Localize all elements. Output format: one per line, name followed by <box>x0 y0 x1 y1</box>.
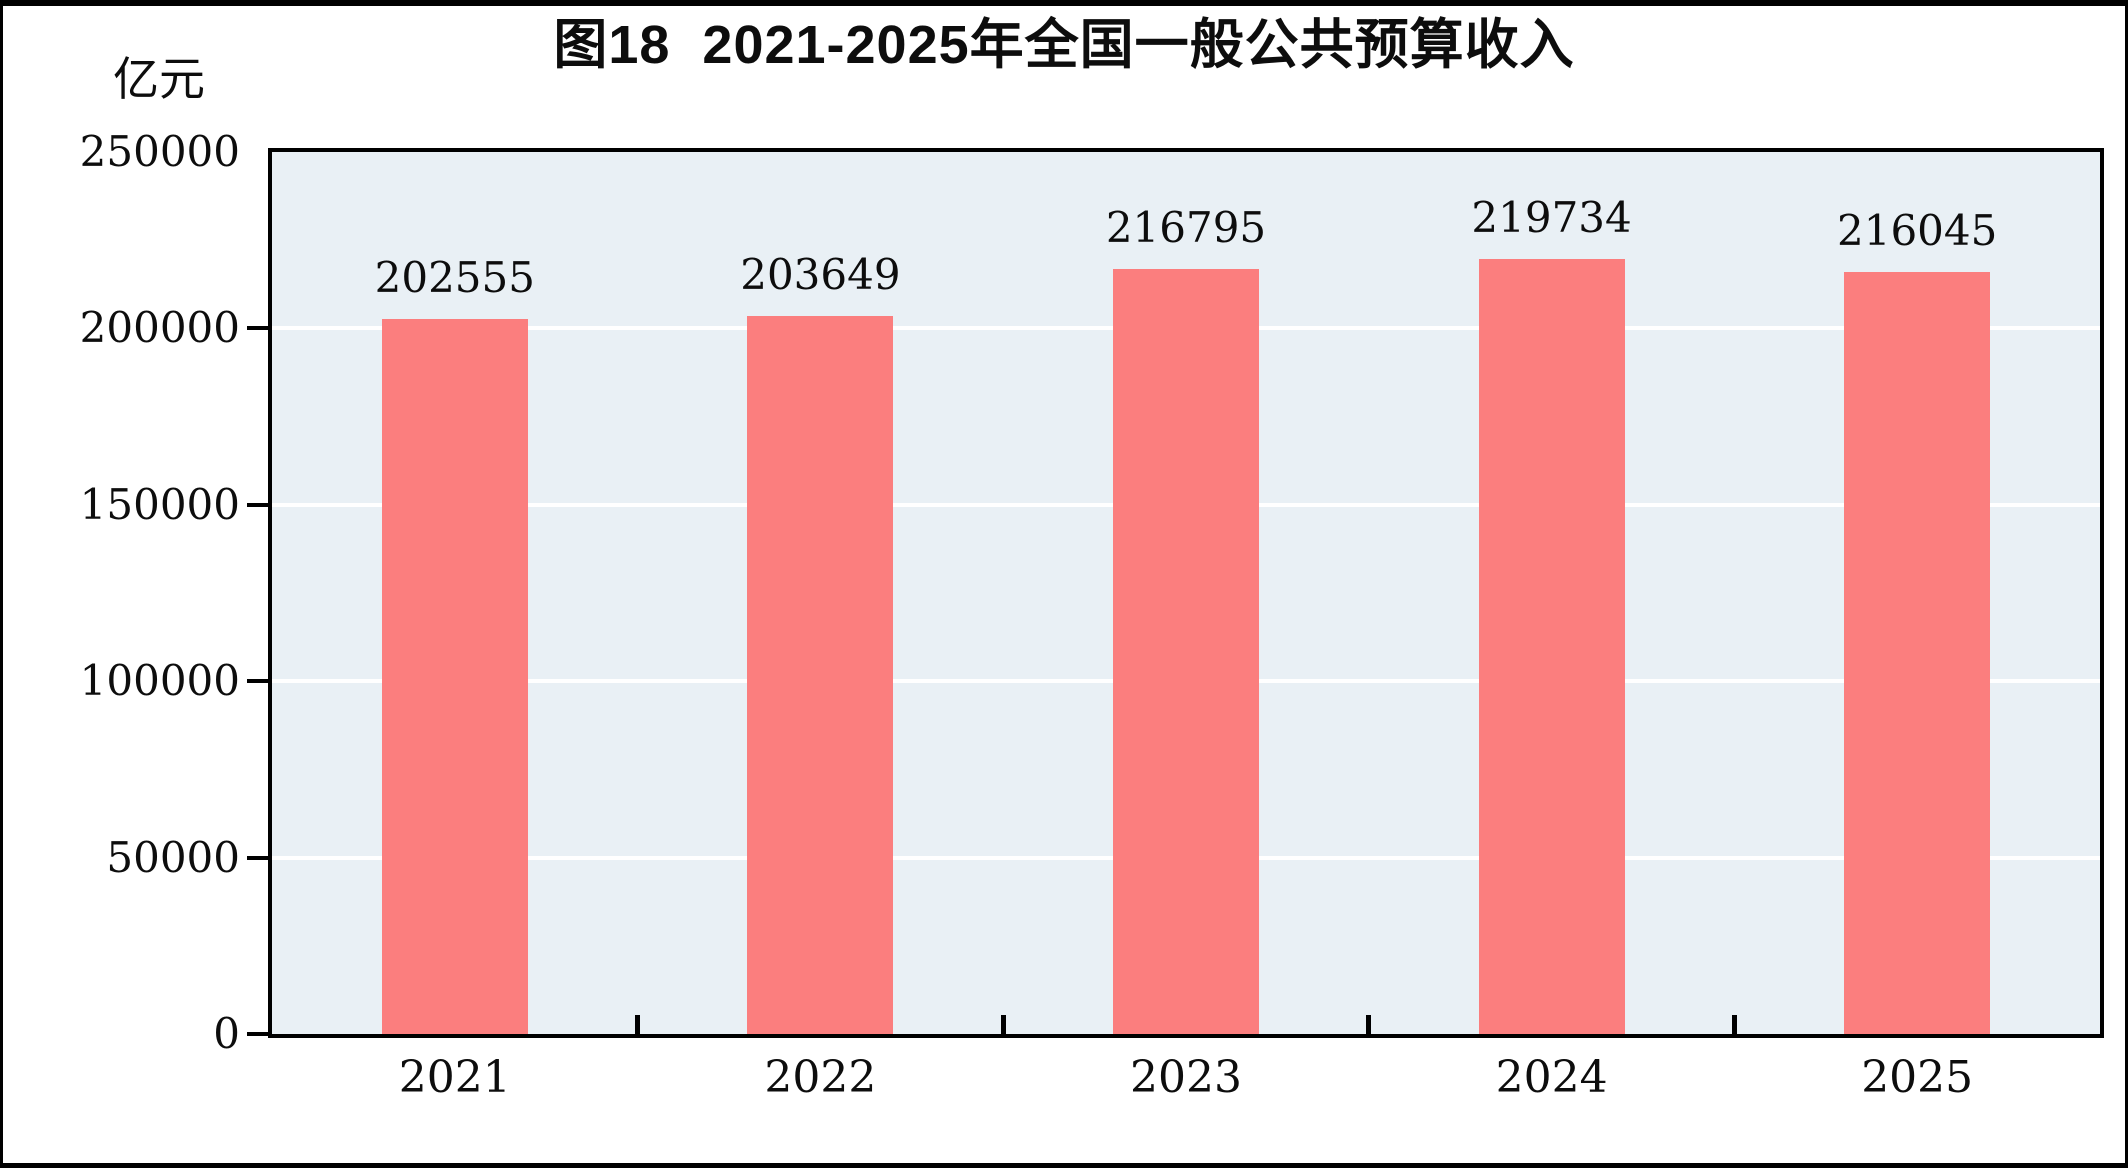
bar <box>1844 272 1991 1034</box>
y-axis-tick <box>247 679 268 684</box>
y-axis-tick-label: 250000 <box>79 127 240 176</box>
y-axis-tick <box>247 1032 268 1036</box>
y-axis-unit-label: 亿元 <box>113 52 205 106</box>
x-axis-tick <box>1000 1015 1006 1034</box>
bar-value-label: 219734 <box>1471 193 1632 242</box>
bar <box>381 319 528 1034</box>
x-axis-tick-label: 2024 <box>1495 1052 1608 1103</box>
bar-value-label: 203649 <box>740 250 901 299</box>
plot-area: 202555 203649 216795 219734 216045 <box>268 148 2104 1038</box>
bar <box>1113 269 1259 1034</box>
y-axis-tick-label: 150000 <box>79 479 240 529</box>
y-axis-tick-label: 100000 <box>79 656 240 706</box>
bar-value-label: 202555 <box>374 253 535 302</box>
y-axis-tick <box>247 326 268 331</box>
x-axis-tick-label: 2025 <box>1861 1052 1974 1103</box>
y-axis-tick-label: 50000 <box>106 832 240 882</box>
bar <box>747 316 894 1034</box>
y-axis-tick <box>247 855 268 860</box>
bar-value-label: 216795 <box>1105 203 1267 252</box>
y-axis-tick-label: 200000 <box>79 303 240 353</box>
x-axis-tick-label: 2023 <box>1130 1052 1242 1103</box>
x-axis-tick <box>635 1015 641 1034</box>
chart-title: 图18 2021-2025年全国一般公共预算收入 <box>553 15 1575 75</box>
x-axis-tick-label: 2022 <box>764 1052 877 1103</box>
bar-value-label: 216045 <box>1837 206 1998 255</box>
bar <box>1478 259 1625 1034</box>
x-axis-tick <box>1731 1015 1737 1034</box>
x-axis-tick-label: 2021 <box>398 1052 511 1103</box>
y-axis-tick <box>247 502 268 507</box>
x-axis-tick <box>1366 1015 1372 1034</box>
y-axis-tick-label: 0 <box>213 1009 240 1058</box>
